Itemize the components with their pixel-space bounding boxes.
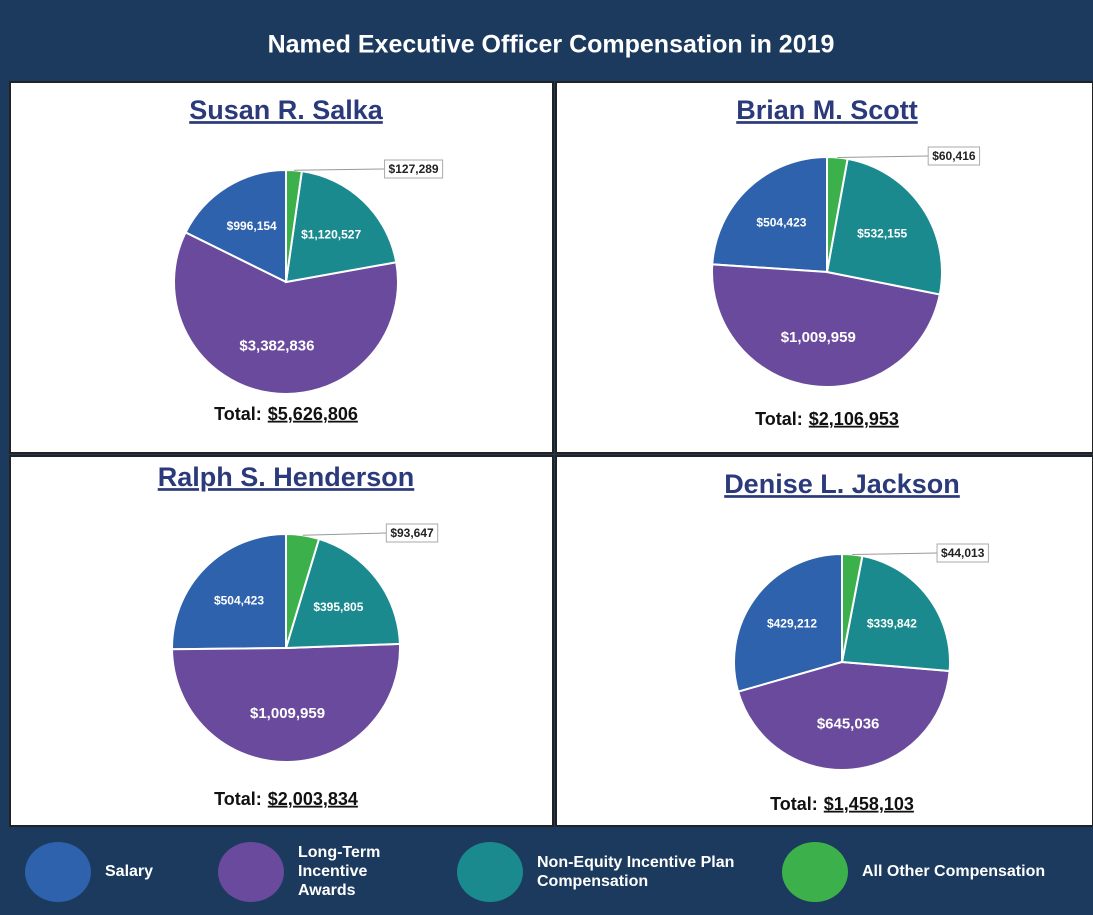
- legend-item: Long-Term Incentive Awards: [218, 828, 448, 915]
- data-label: $395,805: [313, 600, 363, 614]
- pie-slice: [711, 263, 941, 388]
- data-label: $645,036: [817, 715, 880, 732]
- legend-swatch: [218, 841, 284, 902]
- leader-line: [302, 532, 387, 536]
- data-label: $339,842: [867, 616, 917, 630]
- data-label: $532,155: [857, 227, 907, 241]
- data-label: $429,212: [767, 616, 817, 630]
- legend-label: All Other Compensation: [862, 863, 1046, 880]
- pie-slice: [840, 554, 951, 673]
- legend-item: Salary: [25, 828, 205, 915]
- data-label: $1,120,527: [301, 227, 361, 241]
- data-label: $93,647: [390, 526, 434, 540]
- legend-label: Salary: [105, 863, 154, 880]
- label-box: [384, 159, 444, 179]
- legend-swatch: [25, 841, 91, 902]
- total-text: Total:: [755, 409, 803, 429]
- leader-line: [852, 552, 938, 555]
- total-value: $5,626,806: [268, 404, 358, 424]
- data-label: $1,009,959: [250, 705, 325, 722]
- legend-label: Non-Equity Incentive Plan Compensation: [537, 853, 735, 890]
- legend-label: Long-Term Incentive Awards: [298, 844, 381, 899]
- label-box: [936, 543, 989, 563]
- pie-slice: [826, 155, 849, 273]
- pie-slice: [711, 155, 828, 274]
- total-value: $2,003,834: [268, 789, 358, 809]
- pie-slice: [825, 157, 943, 296]
- data-label: $996,154: [227, 219, 277, 233]
- total-text: Total:: [214, 404, 262, 424]
- data-label: $504,423: [214, 594, 264, 608]
- legend-item: All Other Compensation: [782, 828, 1092, 915]
- legend: Salary Long-Term Incentive Awards Non-Equi…: [10, 828, 1093, 915]
- pie-title: Susan R. Salka: [189, 95, 384, 125]
- data-label: $1,009,959: [781, 329, 856, 346]
- data-label: $60,416: [932, 149, 976, 163]
- pie-title: Denise L. Jackson: [724, 469, 960, 499]
- legend-item: Non-Equity Incentive Plan Compensation: [457, 828, 757, 915]
- label-box: [927, 146, 981, 166]
- pie-slice: [733, 552, 843, 693]
- legend-swatch: [782, 841, 848, 902]
- pie-title: Brian M. Scott: [736, 95, 918, 125]
- data-label: $3,382,836: [239, 337, 314, 354]
- pie-slice: [284, 169, 398, 284]
- label-box: [385, 523, 439, 543]
- pie-title: Ralph S. Henderson: [158, 462, 415, 492]
- total-value: $1,458,103: [824, 794, 914, 814]
- pie-slice: [170, 642, 401, 763]
- legend-swatch: [457, 841, 523, 902]
- data-label: $44,013: [941, 546, 985, 560]
- page-title: Named Executive Officer Compensation in …: [268, 31, 835, 59]
- data-label: $504,423: [756, 215, 806, 229]
- total-text: Total:: [214, 789, 262, 809]
- leader-line: [837, 155, 929, 158]
- leader-line: [293, 168, 385, 171]
- pie-slice: [736, 660, 951, 771]
- pie-slice: [171, 532, 287, 651]
- pie-slice: [284, 537, 401, 650]
- total-text: Total:: [770, 794, 818, 814]
- data-label: $127,289: [389, 162, 439, 176]
- total-value: $2,106,953: [809, 409, 899, 429]
- pie-slice: [184, 168, 287, 284]
